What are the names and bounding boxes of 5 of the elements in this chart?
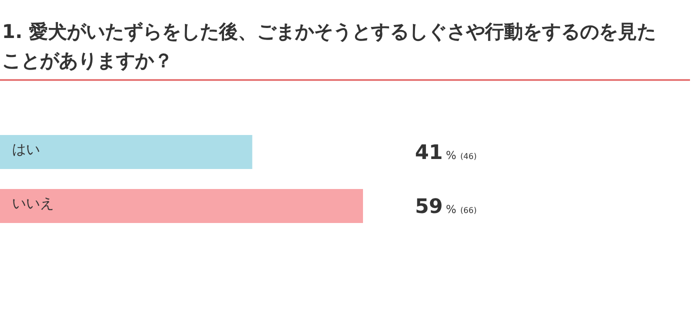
y-tick-label: はい xyxy=(12,142,40,158)
y-tick-label: いいえ xyxy=(12,196,54,212)
data-label: 41% (46) xyxy=(415,140,477,164)
data-label: 59% (66) xyxy=(415,194,477,218)
chart-title: 1. 愛犬がいたずらをした後、ごまかそうとするしぐさや行動をするのを見たことがありますか？ xyxy=(2,21,656,72)
